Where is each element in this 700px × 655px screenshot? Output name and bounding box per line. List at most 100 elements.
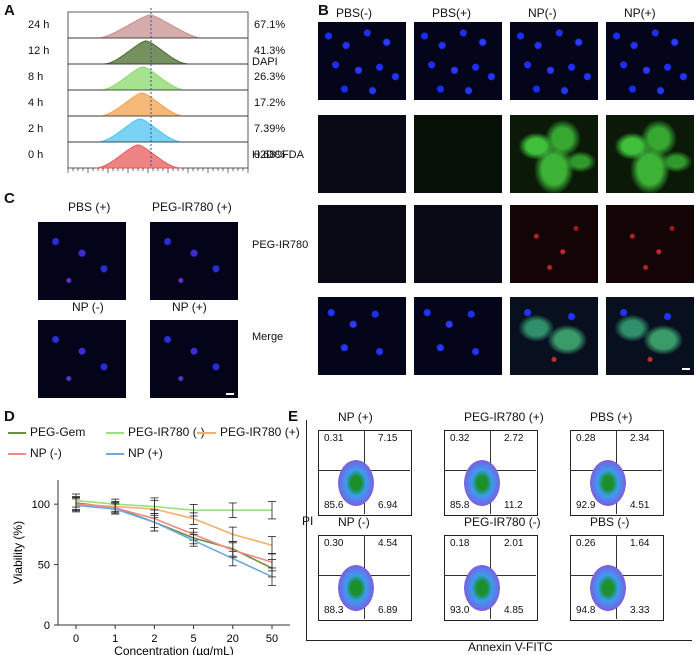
quadrant-value: 85.8 (450, 500, 470, 511)
flow-y-axis-line (306, 420, 307, 640)
y-tick-label: 0 (44, 620, 50, 632)
panel-d-label: D (4, 408, 15, 425)
quadrant-value: 0.28 (576, 433, 596, 444)
x-tick-label: 2 (151, 633, 157, 645)
micrograph-tile (606, 115, 694, 193)
panel-e-label: E (288, 408, 299, 425)
row-label: Merge (252, 331, 284, 343)
scale-bar (682, 368, 690, 370)
histogram-time-label: 12 h (28, 45, 50, 57)
histogram-stack: 24 h 67.1% 12 h 41.3% 8 h 26.3% 4 h 17.2% 2 h 7.3… (28, 4, 298, 194)
histogram-percent-label: 17.2% (254, 97, 286, 109)
quadrant-value: 6.89 (378, 605, 398, 616)
legend-label: NP (+) (128, 446, 163, 460)
series-line (75, 503, 273, 563)
confocal-tile (38, 222, 126, 300)
confocal-label: PBS (+) (68, 200, 111, 214)
quadrant-value: 2.01 (504, 538, 524, 549)
flow-plot-title: PBS (+) (590, 410, 633, 424)
confocal-tile (150, 222, 238, 300)
x-tick-label: 1 (112, 633, 118, 645)
histogram-svg (67, 8, 249, 173)
quadrant-value: 1.64 (630, 538, 650, 549)
micrograph-tile (510, 115, 598, 193)
quadrant-value: 2.72 (504, 433, 524, 444)
y-tick-label: 50 (38, 560, 50, 572)
micrograph-tile (318, 205, 406, 283)
cell-population (338, 460, 374, 506)
cell-population (590, 460, 626, 506)
quadrant-value: 4.54 (378, 538, 398, 549)
legend-swatch (8, 432, 26, 434)
micrograph-tile (318, 115, 406, 193)
histogram-percent-label: 7.39% (254, 123, 286, 135)
column-header: NP(-) (528, 6, 557, 20)
quadrant-value: 2.34 (630, 433, 650, 444)
flow-plot-title: NP (+) (338, 410, 373, 424)
panel-c-label: C (4, 190, 15, 207)
micrograph-tile (510, 205, 598, 283)
flow-x-axis-line (306, 640, 692, 641)
quadrant-value: 4.51 (630, 500, 650, 511)
quadrant-value: 92.9 (576, 500, 596, 511)
micrograph-tile (318, 22, 406, 100)
histogram-peak (100, 66, 186, 91)
legend-swatch (106, 432, 124, 434)
quadrant-value: 93.0 (450, 605, 470, 616)
quadrant-value: 6.94 (378, 500, 398, 511)
quadrant-value: 7.15 (378, 433, 398, 444)
series-line (75, 503, 273, 547)
quadrant-value: 0.26 (576, 538, 596, 549)
series-line (75, 502, 273, 569)
histogram-peak (97, 118, 183, 143)
flow-plot-title: PEG-IR780 (+) (464, 410, 544, 424)
flow-xlabel: Annexin V-FITC (468, 640, 553, 654)
series-line (75, 504, 273, 578)
x-tick-label: 0 (73, 633, 79, 645)
histogram-time-label: 0 h (28, 149, 44, 161)
quadrant-value: 11.2 (504, 500, 523, 511)
row-label: DAPI (252, 56, 278, 68)
x-tick-label: 20 (227, 633, 239, 645)
confocal-label: NP (+) (172, 300, 207, 314)
micrograph-tile (414, 205, 502, 283)
legend-label: PEG-Gem (30, 425, 86, 439)
column-header: PBS(+) (432, 6, 472, 20)
histogram-time-label: 8 h (28, 71, 44, 83)
micrograph-tile (606, 205, 694, 283)
legend-label: PEG-IR780 (-) (128, 425, 205, 439)
viability-chart: 0 50 100 0 1 2 5 20 50 Concentration (µg/mL) Viabi… (11, 480, 290, 655)
flow-plot-title: PBS (-) (590, 515, 630, 529)
column-header: PBS(-) (336, 6, 372, 20)
flow-ylabel: PI (302, 514, 314, 528)
confocal-label: PEG-IR780 (+) (152, 200, 232, 214)
quadrant-value: 85.6 (324, 500, 344, 511)
panel-a-label: A (4, 2, 15, 19)
legend-swatch (106, 453, 124, 455)
histogram-peak (103, 40, 189, 65)
histogram-peak (95, 144, 181, 169)
legend-label: PEG-IR780 (+) (220, 425, 300, 439)
histogram-time-label: 4 h (28, 97, 44, 109)
micrograph-tile (510, 22, 598, 100)
quadrant-value: 94.8 (576, 605, 596, 616)
cell-population (338, 565, 374, 611)
micrograph-tile (318, 297, 406, 375)
series-line (75, 499, 272, 512)
micrograph-tile (606, 297, 694, 375)
x-tick-label: 50 (266, 633, 278, 645)
quadrant-value: 0.31 (324, 433, 344, 444)
row-label: PEG-IR780 (252, 239, 309, 251)
flow-plot-title: NP (-) (338, 515, 370, 529)
confocal-tile (150, 320, 238, 398)
histogram-percent-label: 41.3% (254, 45, 286, 57)
quadrant-value: 4.85 (504, 605, 524, 616)
x-axis-label: Concentration (µg/mL) (114, 644, 234, 655)
legend-label: NP (-) (30, 446, 62, 460)
micrograph-tile (414, 115, 502, 193)
legend-swatch (8, 453, 26, 455)
histogram-peak (99, 92, 185, 117)
histogram-percent-label: 26.3% (254, 71, 286, 83)
cell-population (590, 565, 626, 611)
histogram-percent-label: 67.1% (254, 19, 286, 31)
